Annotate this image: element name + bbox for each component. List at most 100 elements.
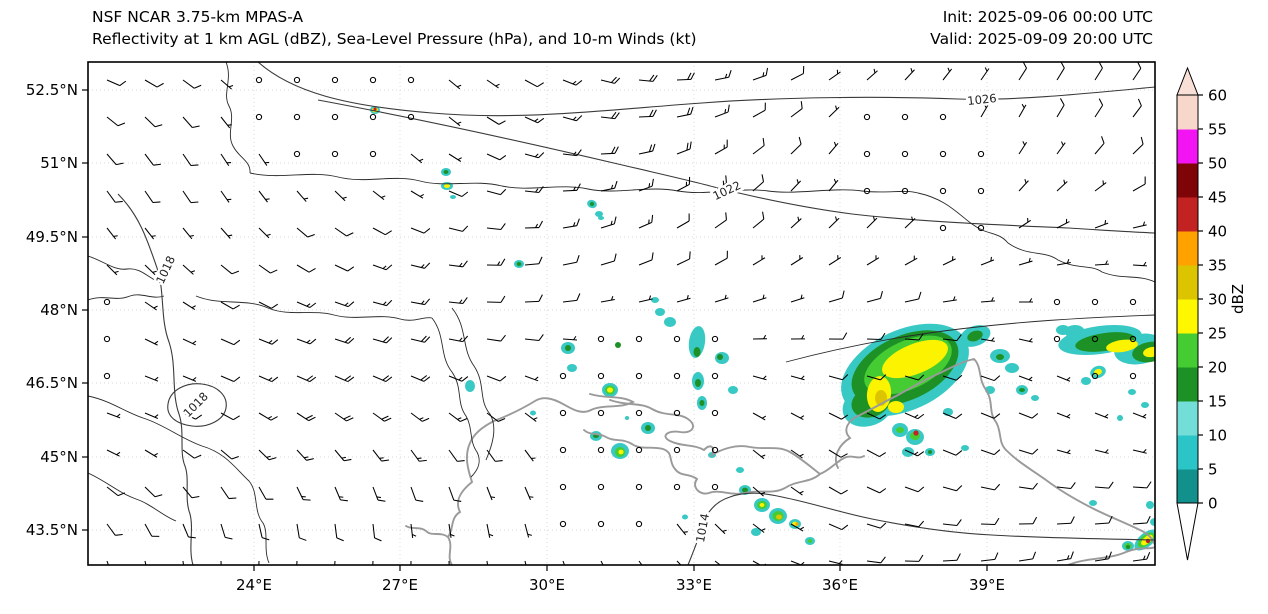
wind-barb <box>1132 551 1151 562</box>
wind-barb <box>790 294 805 303</box>
wind-barb <box>182 116 200 129</box>
x-tick-label: 27°E <box>382 576 418 594</box>
wind-barb <box>1094 62 1103 81</box>
colorbar-tick-label: 15 <box>1208 393 1227 411</box>
wind-barb <box>220 264 240 275</box>
wind-barb <box>714 250 728 266</box>
wind-barb <box>752 294 767 303</box>
reflectivity-cell <box>655 308 665 316</box>
pressure-contour <box>167 383 227 427</box>
reflectivity-cell <box>615 342 621 348</box>
reflectivity-cell <box>1019 388 1025 392</box>
colorbar-over-arrow <box>1176 66 1199 96</box>
wind-barb <box>714 104 730 118</box>
wind-barb <box>638 178 654 192</box>
wind-barb <box>942 449 963 456</box>
colorbar-tick-label: 60 <box>1208 87 1227 105</box>
calm-wind-circle <box>711 409 719 417</box>
wind-barb <box>752 67 769 81</box>
reflectivity-cell <box>1081 377 1091 385</box>
calm-wind-circle <box>939 113 947 121</box>
wind-barb <box>296 375 317 383</box>
wind-barb <box>524 152 545 159</box>
wind-barb <box>828 141 839 155</box>
wind-barb <box>524 294 543 303</box>
calm-wind-circle <box>635 483 643 491</box>
wind-barb <box>372 375 393 382</box>
wind-barb <box>1018 257 1033 266</box>
y-tick-label: 51°N <box>40 154 78 172</box>
country-border <box>195 295 433 321</box>
reflectivity-cell <box>776 514 782 520</box>
wind-barb <box>182 153 199 167</box>
wind-barb <box>106 560 109 565</box>
axis-labels: 24°E 27°E 30°E 33°E 36°E 39°E 52.5°N 51°N 49.5°N… <box>26 81 1005 594</box>
calm-wind-circle <box>331 150 339 158</box>
reflectivity-cell <box>1005 363 1019 373</box>
calm-wind-circle <box>331 113 339 121</box>
wind-barb <box>828 69 841 81</box>
calm-wind-circle <box>939 150 947 158</box>
colorbar-tick-label: 30 <box>1208 291 1227 309</box>
wind-barb <box>638 74 658 82</box>
wind-barb <box>296 486 311 501</box>
wind-barb <box>1018 375 1033 382</box>
wind-barb <box>1132 62 1142 81</box>
calm-wind-circle <box>293 76 301 84</box>
country-borders <box>88 62 1155 564</box>
country-border <box>225 62 251 174</box>
calm-wind-circle <box>977 187 985 195</box>
calm-wind-circle <box>673 409 681 417</box>
wind-barb <box>334 336 355 344</box>
wind-barb <box>372 336 393 344</box>
reflectivity-cell <box>373 107 377 111</box>
wind-barb <box>1056 218 1070 229</box>
wind-barb <box>182 523 196 539</box>
wind-barb <box>638 214 654 229</box>
wind-barb <box>524 375 539 382</box>
wind-barb <box>904 520 925 528</box>
y-tick-label: 52.5°N <box>26 81 78 99</box>
calm-wind-circle <box>711 335 719 343</box>
wind-barb <box>752 375 767 381</box>
country-border <box>88 294 165 301</box>
wind-barb <box>106 153 124 166</box>
reflectivity-cell <box>693 347 701 357</box>
wind-barb <box>866 68 878 81</box>
wind-barb <box>1018 337 1033 343</box>
reflectivity-cell <box>717 354 723 360</box>
reflectivity-cell <box>795 522 799 526</box>
wind-barb <box>144 523 160 537</box>
wind-barb <box>942 485 963 492</box>
calm-wind-circle <box>1129 372 1137 380</box>
wind-barb <box>942 412 963 419</box>
wind-barb <box>562 79 583 86</box>
wind-barb <box>524 412 538 422</box>
wind-barb <box>106 449 121 457</box>
map-content: 1026 1022 1018 1018 1014 <box>88 62 1155 565</box>
calm-wind-circle <box>255 113 263 121</box>
wind-barbs <box>103 62 1152 565</box>
wind-barb <box>524 256 543 266</box>
wind-barb <box>448 79 462 90</box>
calm-wind-circle <box>1129 335 1137 343</box>
reflectivity-cell <box>1089 500 1097 506</box>
calm-wind-circle <box>901 187 909 195</box>
wind-barb <box>296 338 317 345</box>
wind-barb <box>524 220 543 229</box>
wind-barb <box>144 375 159 382</box>
calm-wind-circle <box>407 76 415 84</box>
wind-barb <box>638 295 653 303</box>
wind-barb <box>258 153 270 166</box>
wind-barb <box>372 449 390 462</box>
country-border <box>249 172 1155 283</box>
colorbar-segment <box>1177 333 1198 368</box>
y-tick-label: 45°N <box>40 448 78 466</box>
reflectivity-cell <box>1106 339 1138 353</box>
colorbar-segment <box>1177 299 1198 334</box>
reflectivity-cell <box>595 211 603 217</box>
wind-barb <box>562 255 580 266</box>
coastlines <box>405 357 1155 565</box>
wind-barb <box>790 216 802 229</box>
wind-barb <box>220 190 232 203</box>
